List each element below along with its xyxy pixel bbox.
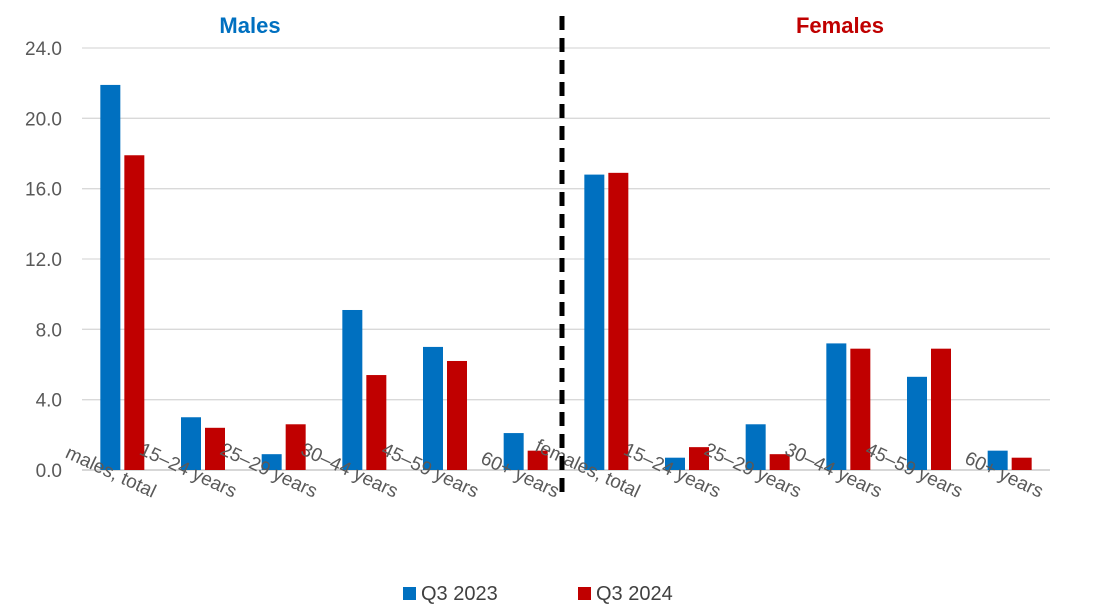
bar-q3-2023 [665, 457, 685, 470]
bar-q3-2024 [608, 172, 629, 470]
bar-q3-2023 [987, 450, 1008, 470]
bar-q3-2023 [907, 376, 927, 470]
bar-q3-2024 [527, 450, 548, 470]
bar-q3-2023 [342, 309, 363, 470]
bar-q3-2024 [931, 348, 951, 470]
y-tick-label: 8.0 [36, 320, 62, 341]
bar-q3-2023 [503, 433, 524, 470]
y-tick-label: 16.0 [25, 180, 62, 201]
bar-q3-2024 [850, 348, 871, 470]
y-tick-label: 4.0 [36, 391, 62, 412]
bars [100, 84, 1032, 471]
y-tick-label: 12.0 [25, 250, 62, 271]
group-title-males: Males [219, 13, 280, 38]
bar-q3-2024 [205, 427, 225, 470]
bar-q3-2024 [124, 155, 145, 470]
bar-q3-2023 [423, 346, 443, 470]
y-tick-label: 20.0 [25, 109, 62, 130]
legend-label-q3-2024: Q3 2024 [596, 583, 673, 605]
bar-q3-2024 [447, 360, 467, 470]
bar-q3-2024 [689, 447, 709, 470]
bar-q3-2024 [1011, 457, 1032, 470]
gridlines [82, 47, 1050, 471]
bar-q3-2024 [769, 454, 790, 470]
bar-q3-2024 [366, 375, 387, 470]
bar-q3-2023 [584, 174, 605, 470]
legend-swatch-q3-2024 [578, 587, 591, 600]
legend: Q3 2023 Q3 2024 [403, 583, 673, 605]
y-tick-label: 24.0 [25, 39, 62, 60]
bar-q3-2023 [181, 417, 201, 470]
group-title-females: Females [796, 13, 884, 38]
legend-label-q3-2023: Q3 2023 [421, 583, 498, 605]
bar-q3-2023 [745, 424, 766, 470]
bar-q3-2024 [285, 424, 306, 470]
legend-swatch-q3-2023 [403, 587, 416, 600]
y-tick-label: 0.0 [36, 461, 62, 482]
y-axis-tick-labels: 0.0 4.0 8.0 12.0 16.0 20.0 24.0 [25, 39, 62, 482]
bar-q3-2023 [261, 454, 282, 470]
bar-q3-2023 [100, 84, 121, 471]
bar-q3-2023 [826, 343, 847, 470]
